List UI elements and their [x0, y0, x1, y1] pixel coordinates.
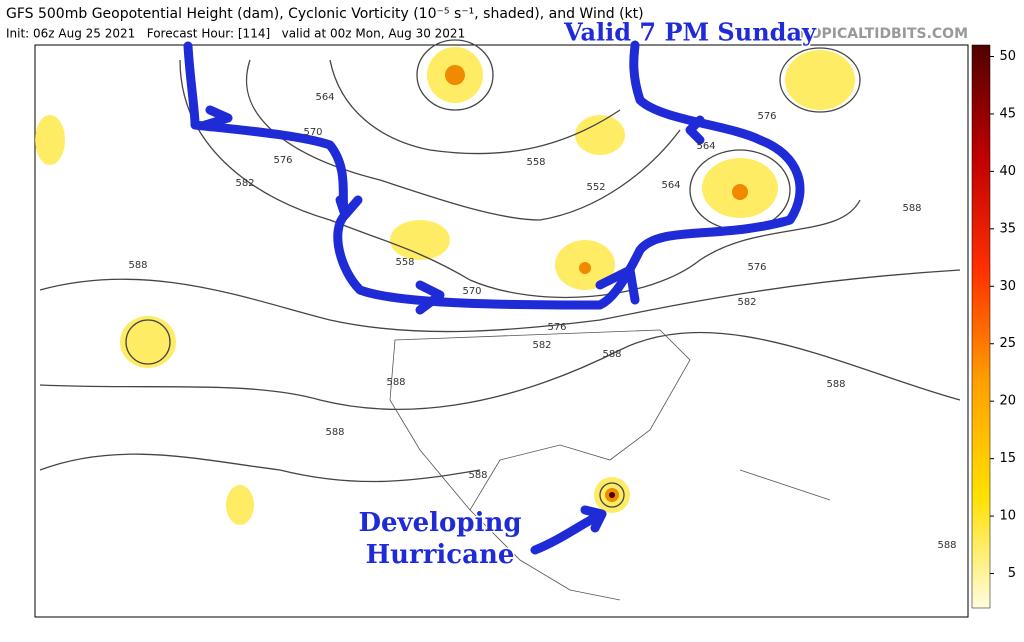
annotation: Valid 7 PM Sunday	[563, 18, 817, 47]
colorbar-tick-label: 40	[999, 164, 1016, 179]
colorbar-tick-label: 30	[999, 279, 1016, 294]
colorbar	[971, 44, 991, 609]
contour-label: 582	[737, 297, 756, 308]
contour-label: 588	[468, 470, 487, 481]
contour-label: 576	[747, 262, 766, 273]
colorbar-tick-label: 15	[999, 451, 1016, 466]
colorbar-tick-label: 20	[999, 394, 1016, 409]
trough-arrows	[183, 40, 805, 555]
title: GFS 500mb Geopotential Height (dam), Cyc…	[6, 6, 644, 22]
contour-label: 570	[462, 286, 481, 297]
contour-label: 582	[235, 178, 254, 189]
init-line: Init: 06z Aug 25 2021 Forecast Hour: [11…	[6, 27, 465, 41]
contour-label: 564	[315, 92, 334, 103]
contour-label: 552	[586, 182, 605, 193]
contour-label: 588	[937, 540, 956, 551]
colorbar-tick-label: 10	[999, 509, 1016, 524]
contour-label: 576	[757, 111, 776, 122]
colorbar-tick-label: 35	[999, 221, 1016, 236]
contour-label: 588	[128, 260, 147, 271]
colorbar-tick-label: 50	[999, 49, 1016, 64]
watermark: TROPICALTIDBITS.COM	[789, 26, 968, 42]
annotation: Hurricane	[366, 540, 515, 570]
colorbar-tick-label: 25	[999, 336, 1016, 351]
contour-label: 570	[303, 127, 322, 138]
contour-label: 588	[902, 203, 921, 214]
contour-label: 588	[602, 349, 621, 360]
contour-label: 588	[325, 427, 344, 438]
contour-label: 558	[526, 157, 545, 168]
annotation: Developing	[358, 508, 521, 538]
contour-label: 588	[826, 379, 845, 390]
contour-label: 588	[386, 377, 405, 388]
contour-label: 558	[395, 257, 414, 268]
colorbar-tick-label: 5	[1008, 566, 1016, 581]
contour-label: 576	[273, 155, 292, 166]
map	[34, 39, 969, 618]
contour-label: 564	[696, 141, 715, 152]
contour-label: 576	[547, 322, 566, 333]
contour-label: 564	[661, 180, 680, 191]
colorbar-tick-label: 45	[999, 106, 1016, 121]
contour-label: 582	[532, 340, 551, 351]
